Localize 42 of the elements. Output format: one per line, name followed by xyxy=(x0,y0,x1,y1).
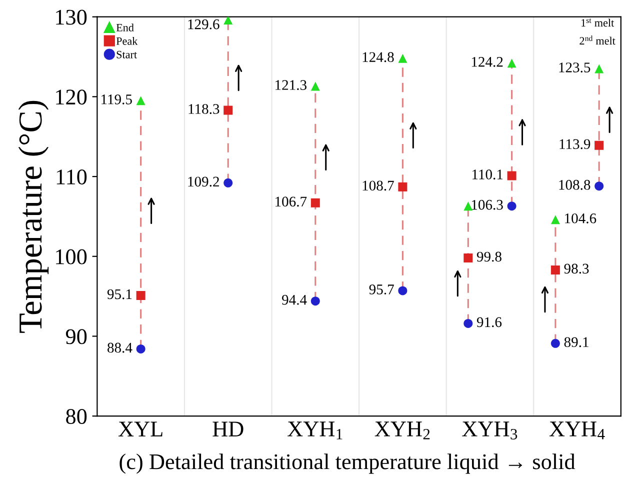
data-label: 94.4 xyxy=(282,294,307,305)
x-tick-label: XYH$_{1}$ xyxy=(288,422,342,440)
data-label: 113.9 xyxy=(560,139,590,150)
data-label: 123.5 xyxy=(559,62,590,72)
data-label: 95.1 xyxy=(107,289,132,300)
x-tick-label: XYH$_{4}$ xyxy=(549,422,605,440)
data-label: 104.6 xyxy=(565,213,596,224)
y-tick-label: 120 xyxy=(56,90,87,105)
data-label: 118.3 xyxy=(188,104,220,114)
y-tick-label: 100 xyxy=(56,249,87,264)
legend-label: End xyxy=(116,24,134,32)
data-label: 110.1 xyxy=(472,170,503,180)
y-tick-label: 90 xyxy=(66,329,87,344)
data-label: 119.5 xyxy=(102,94,132,104)
legend-label: Start xyxy=(116,50,137,58)
data-label: 106.7 xyxy=(276,196,307,207)
data-label: 91.6 xyxy=(476,317,502,328)
x-tick-label: HD xyxy=(212,422,244,436)
x-tick-label: XYH$_{3}$ xyxy=(462,422,518,440)
data-label: 129.6 xyxy=(188,19,220,30)
legend-label: Peak xyxy=(116,37,138,45)
data-label: 98.3 xyxy=(564,264,589,274)
annotation: 1$^{st}$ melt xyxy=(581,18,614,27)
data-label: 106.3 xyxy=(472,200,503,210)
annotation: 2$^{nd}$ melt xyxy=(580,36,616,45)
x-tick-label: XYL xyxy=(118,422,162,436)
text: (c) Detailed transitional temperature liquid → solid xyxy=(120,454,576,474)
data-label: 88.4 xyxy=(108,342,132,353)
data-label: 108.7 xyxy=(362,180,394,191)
data-label: 109.2 xyxy=(188,176,219,187)
data-label: 95.7 xyxy=(369,284,394,294)
y-tick-label: 110 xyxy=(56,169,87,184)
data-label: 89.1 xyxy=(564,337,588,348)
y-axis-title: Temperature (°C) xyxy=(18,100,49,333)
data-label: 108.8 xyxy=(559,180,590,190)
x-tick-label: XYH$_{2}$ xyxy=(374,422,430,440)
data-label: 124.2 xyxy=(472,56,503,67)
y-tick-label: 80 xyxy=(66,408,87,424)
data-label: 121.3 xyxy=(276,80,306,90)
data-label: 124.8 xyxy=(362,52,394,62)
data-label: 99.8 xyxy=(476,252,502,262)
y-tick-label: 130 xyxy=(56,10,87,25)
